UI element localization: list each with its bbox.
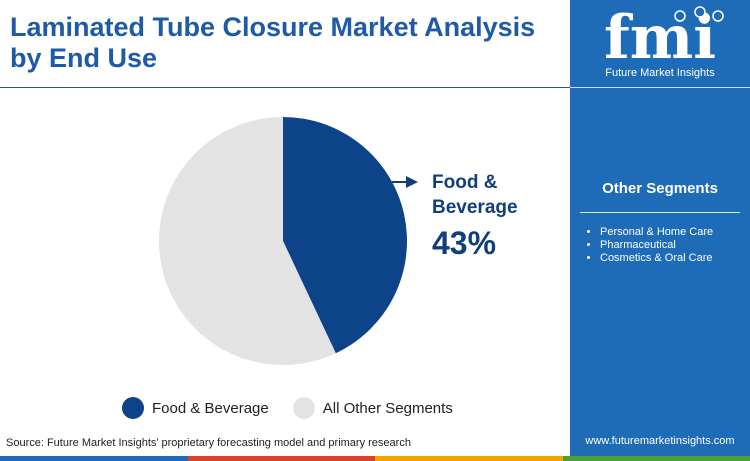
sidebar-panel: fmi Future Market Insights Other Segment… <box>570 0 750 461</box>
globe-icon-2 <box>694 6 706 18</box>
bottom-color-bar <box>0 456 750 461</box>
bottom-bar-segment <box>375 456 563 461</box>
segment-item: Pharmaceutical <box>600 239 713 252</box>
other-segments-heading: Other Segments <box>602 180 718 197</box>
legend-label-other-segments: All Other Segments <box>322 399 453 417</box>
legend-item-food-beverage: Food & Beverage <box>122 397 269 419</box>
pie-slice-food-beverage <box>283 117 407 354</box>
bottom-bar-segment <box>562 456 750 461</box>
pie-chart <box>158 117 418 365</box>
source-note: Source: Future Market Insights’ propriet… <box>6 437 411 449</box>
globe-icon-3 <box>712 10 724 22</box>
callout-arrow-icon <box>406 176 418 188</box>
segment-item: Personal & Home Care <box>600 226 713 239</box>
logo-tagline: Future Market Insights <box>605 67 715 79</box>
callout-label: Food & Beverage <box>432 172 518 218</box>
page-title: Laminated Tube Closure Market Analysis b… <box>10 12 536 73</box>
bottom-bar-segment <box>187 456 375 461</box>
segment-item: Cosmetics & Oral Care <box>600 252 713 265</box>
title-divider <box>0 87 570 88</box>
website-url: www.futuremarketinsights.com <box>585 435 735 447</box>
pie-slice-other-segments <box>158 117 336 365</box>
fmi-logo: fmi <box>604 3 724 73</box>
legend-label-food-beverage: Food & Beverage <box>152 399 269 417</box>
legend-swatch-food-beverage <box>122 397 144 419</box>
chart-legend: Food & Beverage All Other Segments <box>122 396 477 420</box>
chart-panel: Laminated Tube Closure Market Analysis b… <box>0 12 570 449</box>
sidebar-divider <box>570 87 750 88</box>
other-segments-divider <box>580 212 740 213</box>
other-segments-list: Personal & Home Care Pharmaceutical Cosm… <box>584 226 713 265</box>
bottom-bar-segment <box>0 456 188 461</box>
legend-item-other-segments: All Other Segments <box>292 397 453 419</box>
globe-icon <box>674 10 686 22</box>
callout-value: 43% <box>432 225 497 261</box>
legend-swatch-other-segments <box>292 397 315 419</box>
